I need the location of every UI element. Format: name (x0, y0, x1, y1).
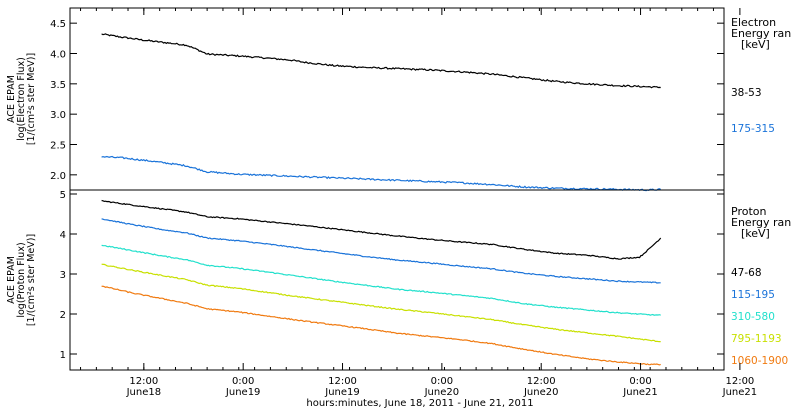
y-axis-label: ACE EPAM log(Proton Flux) [1/(cm²s ster Me… (6, 234, 37, 326)
legend-title-line: Proton (731, 205, 766, 218)
x-tick-date: June19 (324, 387, 360, 398)
series-line-175-315 (101, 155, 661, 192)
x-tick-date: June21 (622, 387, 658, 398)
x-tick-time: 12:00 (527, 376, 556, 387)
x-axis-title: hours:minutes, June 18, 2011 - June 21, … (306, 398, 533, 409)
y-tick-label: 4.5 (50, 19, 66, 30)
y-tick-label: 1 (60, 350, 66, 361)
x-tick-time: 12:00 (725, 376, 754, 387)
time-axis: 12:00June180:00June1912:00June190:00June… (80, 8, 758, 398)
series-line-795-1193 (101, 263, 661, 343)
legend-title-line: Energy ran (731, 216, 791, 229)
x-tick-time: 12:00 (328, 376, 357, 387)
series-line-38-53 (101, 33, 661, 89)
y-axis-label-line: log(Electron Flux) (16, 57, 27, 141)
x-tick-time: 0:00 (629, 376, 651, 387)
y-axis-label-line: log(Proton Flux) (16, 242, 27, 317)
y-axis-label-line: ACE EPAM (6, 256, 17, 304)
legend-entry-1060-1900: 1060-1900 (731, 355, 788, 367)
y-axis-label-line: [1/(cm²s ster MeV)] (26, 53, 37, 145)
y-tick-label: 4.0 (50, 50, 66, 61)
y-tick-label: 3.0 (50, 110, 66, 121)
proton-panel: 1 2 3 4 5 ACE EPAM log(Proton Flux) [1/(cm²s st… (6, 189, 791, 371)
x-tick-date: June21 (722, 387, 758, 398)
legend-entry-38-53: 38-53 (731, 87, 762, 99)
series-line-47-68 (101, 199, 662, 260)
y-tick-label: 3 (60, 270, 66, 281)
series-line-310-580 (101, 244, 661, 316)
legend-entry-175-315: 175-315 (731, 123, 775, 135)
y-tick-label: 4 (60, 230, 66, 241)
legend-title-line: [keV] (741, 227, 770, 240)
x-tick-date: June18 (126, 387, 162, 398)
x-tick-date: June20 (424, 387, 460, 398)
y-axis-label: ACE EPAM log(Electron Flux) [1/(cm²s ster … (6, 53, 37, 145)
y-tick-label: 2.5 (50, 141, 66, 152)
legend-title-line: [keV] (741, 38, 770, 51)
x-tick-time: 0:00 (232, 376, 254, 387)
series-line-115-195 (101, 218, 661, 284)
y-tick-label: 3.5 (50, 80, 66, 91)
legend-title-line: Electron (731, 16, 776, 29)
y-axis-label-line: ACE EPAM (6, 75, 17, 123)
y-tick-label: 5 (60, 190, 66, 201)
y-axis-label-line: [1/(cm²s ster MeV)] (26, 234, 37, 326)
series-line-1060-1900 (101, 285, 661, 366)
y-tick-label: 2 (60, 310, 66, 321)
x-tick-date: June19 (225, 387, 261, 398)
legend-entry-47-68: 47-68 (731, 267, 762, 279)
electron-panel: 2.0 2.5 3.0 3.5 4.0 4.5 ACE EPAM log(Electron F… (6, 7, 791, 192)
plot-frame (69, 189, 725, 371)
legend-entry-795-1193: 795-1193 (731, 333, 782, 345)
legend-entry-115-195: 115-195 (731, 289, 775, 301)
y-tick-label: 2.0 (50, 171, 66, 182)
x-tick-date: June20 (523, 387, 559, 398)
x-tick-time: 12:00 (129, 376, 158, 387)
x-tick-time: 0:00 (431, 376, 453, 387)
legend-title-line: Energy ran (731, 27, 791, 40)
legend-entry-310-580: 310-580 (731, 311, 775, 323)
